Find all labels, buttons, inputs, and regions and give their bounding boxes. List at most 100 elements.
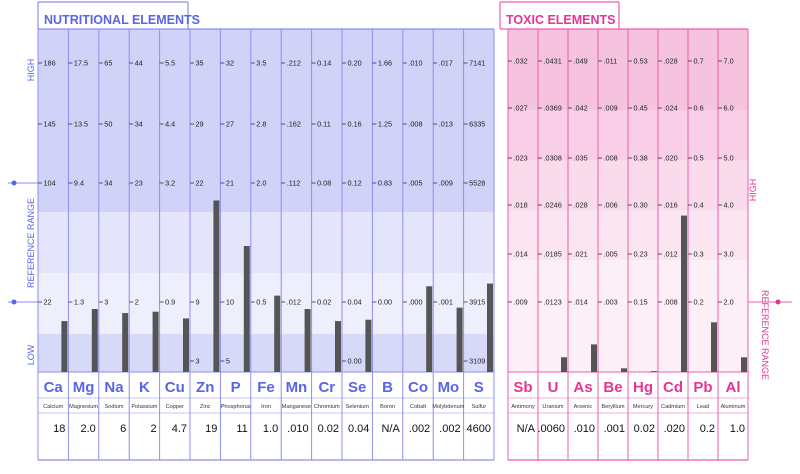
tick-label: 17.5 xyxy=(74,59,88,68)
bar-mo xyxy=(456,307,463,372)
bar-k xyxy=(152,311,159,372)
element-value: .020 xyxy=(664,423,685,435)
element-name: Magnesium xyxy=(69,404,98,410)
tick-label: 5.0 xyxy=(724,154,734,163)
tick-label: .028 xyxy=(574,201,588,210)
element-value: 4600 xyxy=(467,423,491,435)
element-name: Sodium xyxy=(105,404,124,410)
element-value: .002 xyxy=(439,423,460,435)
high-label: HIGH xyxy=(748,179,758,202)
element-value: 1.0 xyxy=(263,423,278,435)
element-value: .010 xyxy=(574,423,595,435)
tick-label: 4.4 xyxy=(165,120,175,129)
tick-label: 0.00 xyxy=(348,357,362,366)
tick-label: .013 xyxy=(439,120,453,129)
tick-label: .0431 xyxy=(544,57,562,66)
element-symbol: Pb xyxy=(693,379,712,396)
element-value: .001 xyxy=(604,423,625,435)
tick-label: 0.16 xyxy=(348,120,362,129)
element-name: Manganese xyxy=(282,404,311,410)
tick-label: 186 xyxy=(44,59,56,68)
element-name: Molybdenum xyxy=(432,404,464,410)
bar-u xyxy=(561,357,567,372)
bar-be xyxy=(621,368,627,372)
element-name: Arsenic xyxy=(574,404,593,410)
element-name: Chromium xyxy=(314,404,340,410)
element-value: 2 xyxy=(150,423,156,435)
element-value: 11 xyxy=(236,423,247,435)
element-symbol: Sb xyxy=(513,379,532,396)
tick-label: 2 xyxy=(135,298,139,307)
tick-label: 3 xyxy=(196,357,200,366)
tick-label: 0.83 xyxy=(378,179,392,188)
element-symbol: Se xyxy=(348,379,366,396)
element-name: Zinc xyxy=(200,404,211,410)
background-band xyxy=(38,29,494,212)
tick-label: .028 xyxy=(664,57,678,66)
tick-label: .020 xyxy=(664,154,678,163)
element-value: 4.7 xyxy=(172,423,187,435)
tick-label: .012 xyxy=(287,298,301,307)
tick-label: 3109 xyxy=(469,357,485,366)
element-symbol: As xyxy=(573,379,592,396)
bar-as xyxy=(591,344,597,372)
tick-label: 6335 xyxy=(469,120,485,129)
tick-label: 0.12 xyxy=(348,179,362,188)
element-symbol: Cr xyxy=(318,379,335,396)
element-value: N/A xyxy=(517,423,536,435)
tick-label: .049 xyxy=(574,57,588,66)
tick-label: .014 xyxy=(574,298,588,307)
tick-label: 22 xyxy=(196,179,204,188)
element-name: Calcium xyxy=(43,404,64,410)
tick-label: .027 xyxy=(514,104,528,113)
element-symbol: S xyxy=(474,379,484,396)
element-value: 18 xyxy=(53,423,65,435)
tick-label: 9 xyxy=(196,298,200,307)
element-symbol: Co xyxy=(408,379,428,396)
tick-label: 2.0 xyxy=(724,298,734,307)
element-name: Potassium xyxy=(131,404,157,410)
tick-label: 0.5 xyxy=(256,298,266,307)
tick-label: .032 xyxy=(514,57,528,66)
tick-label: .0123 xyxy=(544,298,562,307)
tick-label: 0.15 xyxy=(634,298,648,307)
tick-label: .0185 xyxy=(544,250,562,259)
tick-label: 0.45 xyxy=(634,104,648,113)
tick-label: 1.66 xyxy=(378,59,392,68)
tick-label: 0.30 xyxy=(634,201,648,210)
tick-label: 104 xyxy=(44,179,56,188)
bar-mg xyxy=(91,309,98,372)
tick-label: .012 xyxy=(664,250,678,259)
element-name: Iron xyxy=(261,404,271,410)
bar-s xyxy=(487,283,493,372)
tick-label: 44 xyxy=(135,59,143,68)
element-name: Boron xyxy=(380,404,395,410)
tick-label: 29 xyxy=(196,120,204,129)
panel-title: TOXIC ELEMENTS xyxy=(506,13,616,27)
bar-cu xyxy=(183,318,189,372)
element-name: Cadmium xyxy=(661,404,685,410)
tick-label: 0.20 xyxy=(348,59,362,68)
element-symbol: Zn xyxy=(196,379,214,396)
high-label: HIGH xyxy=(26,59,36,82)
low-label: LOW xyxy=(26,344,36,365)
tick-label: 65 xyxy=(104,59,112,68)
tick-label: 0.00 xyxy=(378,298,392,307)
tick-label: 3 xyxy=(104,298,108,307)
tick-label: 0.3 xyxy=(694,250,704,259)
tick-label: 0.6 xyxy=(694,104,704,113)
element-value: 19 xyxy=(205,423,217,435)
panel-title: NUTRITIONAL ELEMENTS xyxy=(44,13,200,27)
element-symbol: Be xyxy=(603,379,622,396)
element-value: 6 xyxy=(120,423,126,435)
bar-fe xyxy=(274,295,281,372)
element-name: Selenium xyxy=(346,404,370,410)
element-value: 2.0 xyxy=(81,423,96,435)
tick-label: 21 xyxy=(226,179,234,188)
reference-high-dot xyxy=(11,180,17,186)
bar-cd xyxy=(681,215,687,372)
element-name: Copper xyxy=(166,404,184,410)
element-value: 0.02 xyxy=(318,423,339,435)
tick-label: 7.0 xyxy=(724,57,734,66)
